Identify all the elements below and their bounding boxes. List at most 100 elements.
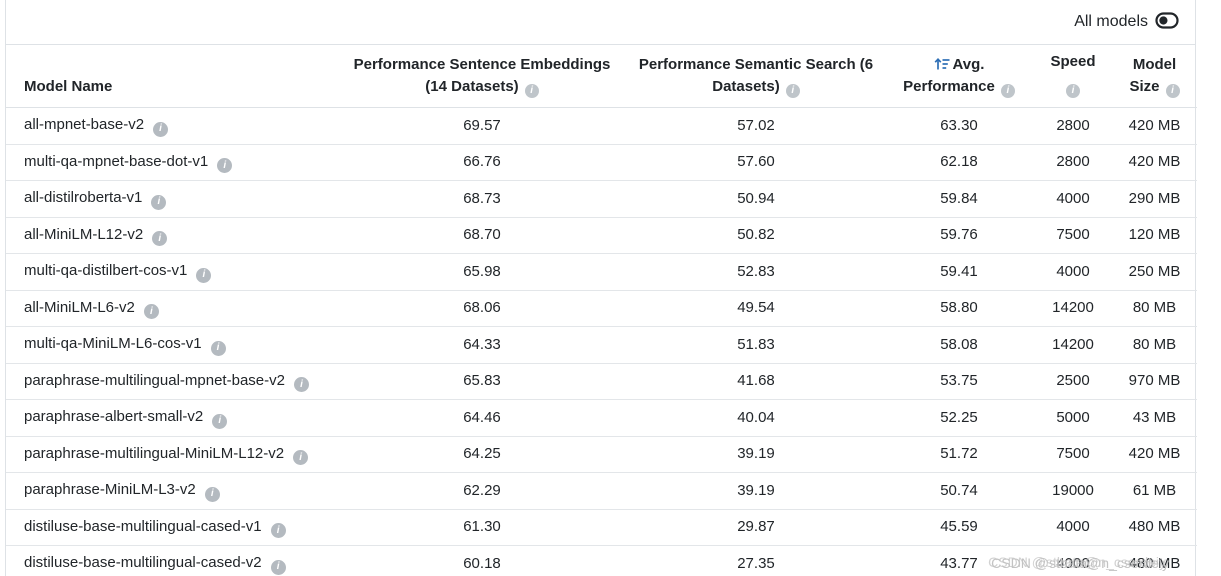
speed-value: 4000 [1034,253,1112,290]
info-icon[interactable]: i [1066,84,1080,98]
perf-search-value: 49.54 [628,289,884,327]
perf-embeddings-value: 64.46 [336,399,628,436]
column-header-label: Speed [1050,53,1096,70]
info-icon[interactable]: i [204,486,220,502]
avg-performance-value: 59.76 [884,216,1034,254]
perf-search-value: 40.04 [628,399,884,436]
model-size-value: 420 MB [1128,116,1181,134]
info-icon[interactable]: i [143,304,159,319]
speed-value: 7500 [1034,435,1112,473]
speed-value: 14200 [1034,289,1112,327]
model-size-value: 80 MB [1112,289,1197,327]
info-icon[interactable]: i [293,377,309,392]
model-name: multi-qa-MiniLM-L6-cos-v1 [24,335,202,352]
all-models-label: All models [1074,13,1148,30]
info-icon[interactable]: i [210,340,226,356]
info-icon[interactable]: i [151,194,167,210]
perf-search-value: 51.83 [628,326,884,363]
model-name-cell: all-MiniLM-L6-v2 i [6,289,336,327]
info-icon[interactable]: i [785,84,800,98]
model-name-cell: distiluse-base-multilingual-cased-v1 i [6,508,336,546]
perf-search-value: 27.35 [628,545,884,576]
column-header-speed[interactable]: Speed i [1034,45,1112,108]
model-name: all-distilroberta-v1 [24,189,143,206]
perf-embeddings-value: 62.29 [336,472,628,509]
info-icon[interactable]: i [212,413,228,429]
column-header-label: Model Size [1129,56,1177,95]
sort-ascending-icon[interactable] [934,57,950,71]
column-header-perf-search[interactable]: Performance Semantic Search (6 Datasets)… [628,45,884,108]
model-name: distiluse-base-multilingual-cased-v2 [24,554,262,571]
perf-embeddings-value: 65.83 [336,362,628,400]
avg-performance-value: 59.84 [884,180,1034,217]
avg-performance-value: 59.41 [884,253,1034,290]
all-models-toggle-icon[interactable] [1155,12,1179,34]
model-size-value: 970 MB [1112,362,1197,400]
info-icon[interactable]: i [293,450,309,465]
avg-performance-value: 45.59 [884,508,1034,546]
avg-performance-value: 50.74 [884,472,1034,509]
model-name: multi-qa-mpnet-base-dot-v1 [24,152,209,170]
info-icon[interactable]: i [524,84,539,98]
info-icon[interactable]: i [153,121,169,137]
column-header-model-name[interactable]: Model Name [6,45,336,108]
perf-search-value: 29.87 [628,508,884,546]
table-row: paraphrase-multilingual-MiniLM-L12-v2 i 64… [6,435,1197,473]
column-header-model-size[interactable]: Model Size i [1112,45,1197,108]
perf-search-value: 50.82 [628,216,884,254]
info-icon[interactable]: i [270,523,286,538]
perf-embeddings-value: 68.73 [336,180,628,217]
model-size-value: 420 MB [1112,143,1197,181]
perf-search-value: 57.60 [628,143,884,181]
table-row: all-MiniLM-L12-v2 i 68.70 50.82 59.76 7500 120… [6,216,1197,254]
model-name-cell: multi-qa-MiniLM-L6-cos-v1 i [6,326,336,363]
perf-search-value: 39.19 [628,472,884,509]
model-name: paraphrase-MiniLM-L3-v2 [24,481,196,498]
model-size-value: 480 MB [1112,545,1197,576]
info-icon[interactable]: i [270,559,286,575]
info-icon[interactable]: i [152,231,168,246]
table-row: paraphrase-MiniLM-L3-v2 i 62.29 39.19 50.74 1… [6,472,1197,509]
model-size-value: 290 MB [1112,180,1197,217]
model-size-value: 250 MB [1112,253,1197,290]
model-name: all-mpnet-base-v2 [24,116,145,133]
model-name-cell: paraphrase-MiniLM-L3-v2 i [6,472,336,509]
perf-search-value: 41.68 [628,362,884,400]
column-header-avg-performance[interactable]: Avg. Performance i [884,45,1034,108]
speed-value: 4000 [1034,508,1112,546]
speed-value: 7500 [1034,216,1112,254]
table-row: multi-qa-MiniLM-L6-cos-v1 i 64.33 51.83 58.0… [6,326,1197,363]
perf-embeddings-value: 66.76 [336,143,628,181]
models-table: Model Name Performance Sentence Embeddin… [6,45,1197,576]
column-header-label: Performance Semantic Search (6 Datasets) [638,56,874,95]
avg-performance-value: 62.18 [884,143,1034,181]
model-name: multi-qa-distilbert-cos-v1 [24,262,188,279]
model-name-cell: distiluse-base-multilingual-cased-v2 i [6,545,336,576]
header-row: Model Name Performance Sentence Embeddin… [6,45,1197,108]
model-name-cell: paraphrase-multilingual-mpnet-base-v2 i [6,362,336,400]
model-name-cell: multi-qa-distilbert-cos-v1 i [6,253,336,290]
avg-performance-value: 58.08 [884,326,1034,363]
perf-embeddings-value: 68.70 [336,216,628,254]
speed-value: 2800 [1056,116,1090,134]
perf-search-value: 50.94 [628,180,884,217]
speed-value: 2500 [1034,362,1112,400]
model-name: all-MiniLM-L12-v2 [24,225,144,243]
info-icon[interactable]: i [217,158,233,173]
model-name-cell: all-mpnet-base-v2 i [6,108,336,145]
column-header-perf-embeddings[interactable]: Performance Sentence Embeddings (14 Data… [336,45,628,108]
model-size-value: 120 MB [1112,216,1197,254]
avg-performance-value: 43.77 [884,545,1034,576]
table-row: paraphrase-multilingual-mpnet-base-v2 i 65… [6,362,1197,400]
avg-performance-value: 52.25 [884,399,1034,436]
model-name-cell: paraphrase-albert-small-v2 i [6,399,336,436]
speed-value: 4000 [1034,545,1112,576]
model-size-value: 480 MB [1112,508,1197,546]
topbar: All models [6,0,1195,45]
table-row: distiluse-base-multilingual-cased-v1 i 61.… [6,508,1197,546]
info-icon[interactable]: i [1000,84,1015,98]
info-icon[interactable]: i [1165,84,1180,98]
model-name-cell: all-distilroberta-v1 i [6,180,336,217]
perf-embeddings-value: 64.25 [336,435,628,473]
info-icon[interactable]: i [196,267,212,283]
